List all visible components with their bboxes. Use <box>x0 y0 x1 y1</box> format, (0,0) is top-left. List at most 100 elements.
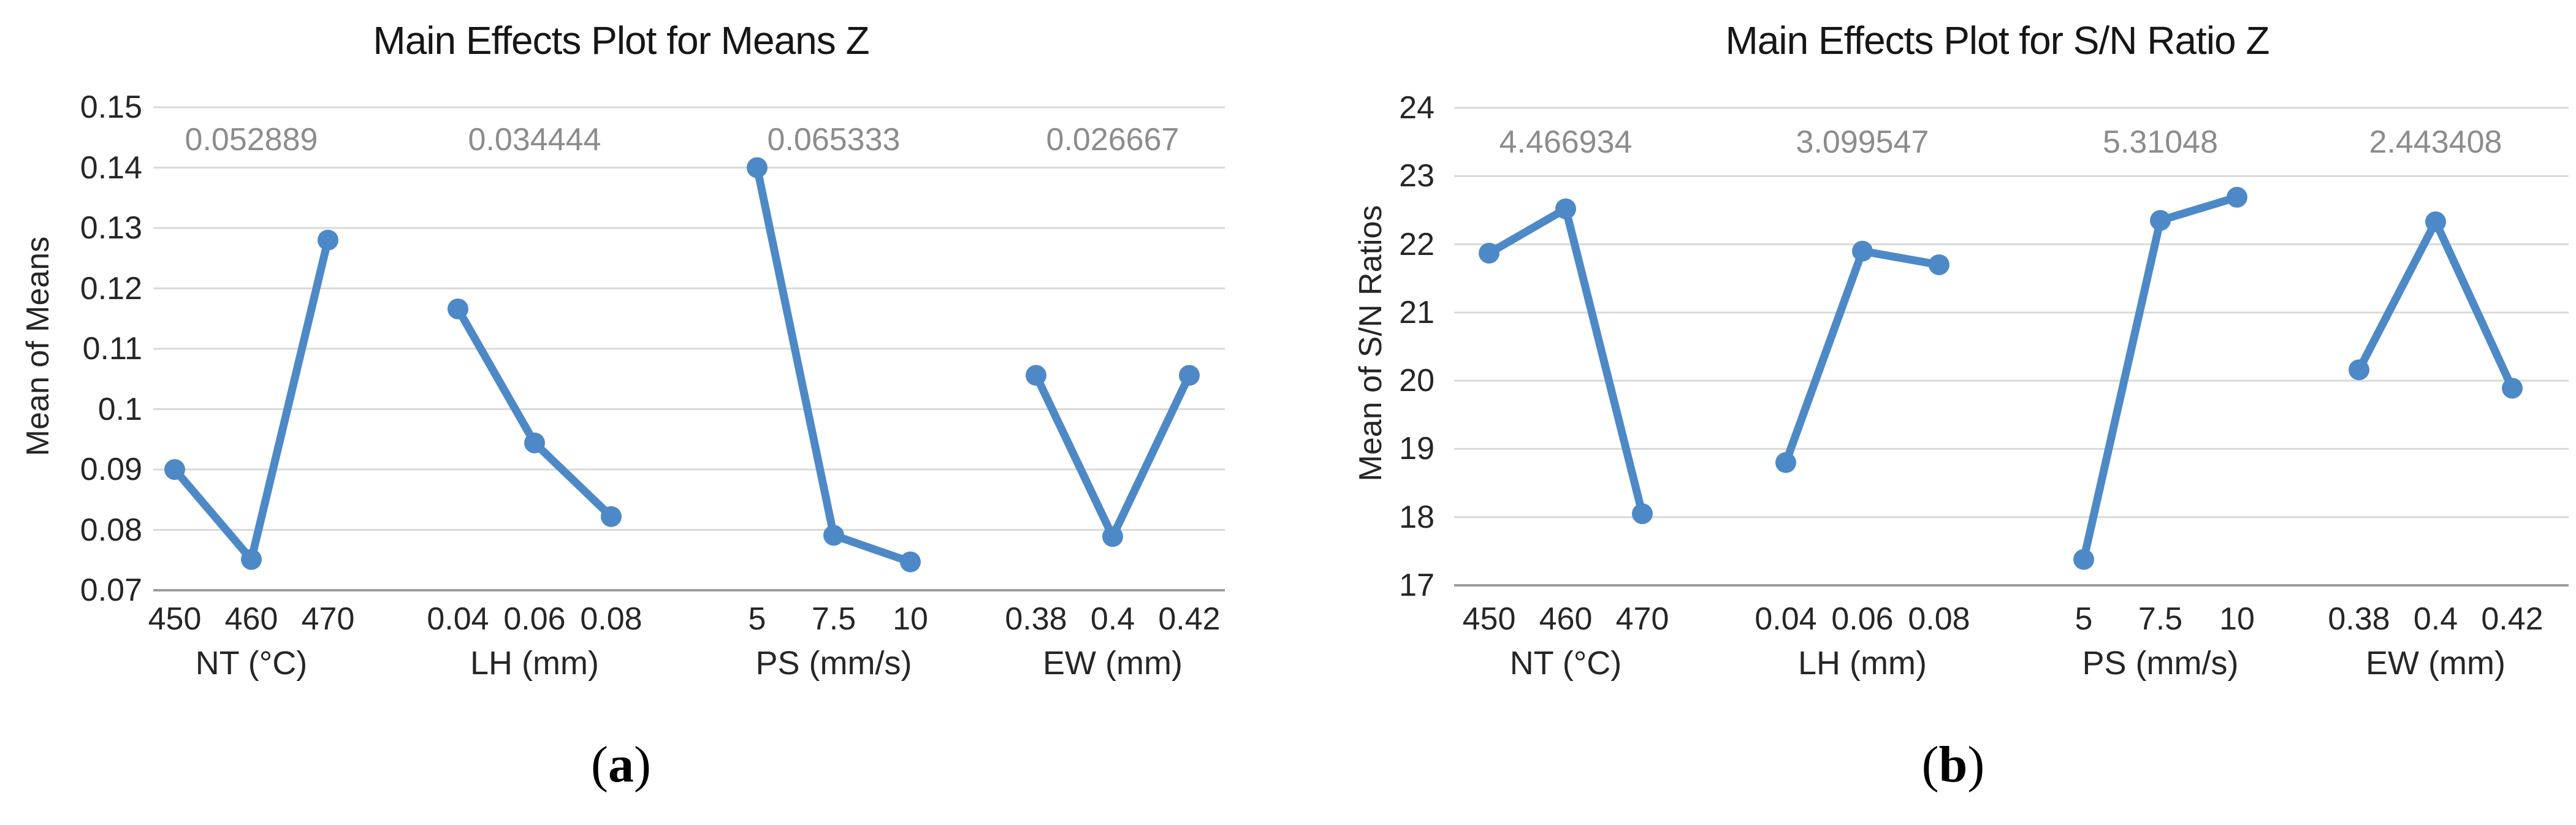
chart-1-data-point <box>1852 240 1873 262</box>
chart-1-data-point <box>1555 198 1576 219</box>
chart-0-ytick: 0.07 <box>80 572 142 608</box>
chart-1-ytick: 20 <box>1399 363 1435 399</box>
chart-1-series-line-1 <box>1781 247 1943 467</box>
chart-1-factor-label: NT (°C) <box>1509 645 1622 682</box>
chart-0-delta-label: 0.052889 <box>185 122 318 158</box>
chart-0-xtick: 0.08 <box>580 601 642 637</box>
chart-0-delta-label: 0.026667 <box>1046 122 1179 158</box>
chart-0-xtick: 0.42 <box>1158 601 1221 637</box>
chart-0-caption: (a) <box>591 739 651 791</box>
chart-0-data-point <box>1026 365 1046 386</box>
chart-0-data-point <box>524 432 545 454</box>
chart-1-xtick: 470 <box>1615 601 1669 637</box>
chart-0-data-point <box>823 525 844 546</box>
chart-1-series-line-0 <box>1485 205 1647 518</box>
chart-0-ytick: 0.11 <box>82 331 142 367</box>
chart-0-data-point <box>241 549 262 570</box>
chart-0-xtick: 450 <box>148 601 202 637</box>
chart-1-delta-label: 3.099547 <box>1796 124 1929 160</box>
chart-1-factor-label: LH (mm) <box>1798 645 1927 682</box>
chart-0-ytick: 0.12 <box>80 270 142 306</box>
chart-0-xtick: 470 <box>301 601 355 637</box>
chart-1-ytick: 23 <box>1399 158 1435 194</box>
chart-0-ytick: 0.1 <box>97 391 142 427</box>
chart-0-data-point <box>164 459 185 480</box>
chart-1-xtick: 450 <box>1462 601 1516 637</box>
chart-1-ytick: 19 <box>1399 431 1435 467</box>
chart-0-data-point <box>1102 526 1123 547</box>
chart-1-data-point <box>1632 503 1653 525</box>
chart-0-factor-label: EW (mm) <box>1043 645 1183 682</box>
chart-1-data-point <box>2227 186 2247 208</box>
chart-1-data-point <box>2349 359 2369 381</box>
chart-0-delta-label: 0.034444 <box>468 122 601 158</box>
chart-0-xtick: 10 <box>893 601 928 637</box>
chart-1-data-point <box>2502 378 2523 399</box>
caption-letter: a <box>608 736 634 793</box>
chart-1-xtick: 7.5 <box>2138 601 2183 637</box>
chart-0-series-line-3 <box>1032 371 1194 541</box>
caption-paren: ) <box>634 736 651 793</box>
chart-0-data-point <box>747 157 768 178</box>
chart-1-series-line-2 <box>2079 193 2241 564</box>
chart-1-delta-label: 4.466934 <box>1499 124 1633 160</box>
chart-0-series-line-2 <box>753 164 915 566</box>
chart-1-data-point <box>2150 210 2171 231</box>
chart-1-ytick: 22 <box>1399 226 1435 262</box>
chart-0-xtick: 460 <box>224 601 278 637</box>
chart-0-title: Main Effects Plot for Means Z <box>373 18 869 63</box>
chart-0-ytick: 0.15 <box>80 89 142 125</box>
chart-1-caption: (b) <box>1922 739 1985 791</box>
chart-0-xtick: 0.38 <box>1005 601 1067 637</box>
chart-0-ytick: 0.08 <box>80 512 142 548</box>
chart-1-xtick: 0.06 <box>1831 601 1894 637</box>
chart-1-xtick: 0.4 <box>2413 601 2458 637</box>
chart-1-data-point <box>1929 254 1949 275</box>
chart-1-factor-label: EW (mm) <box>2366 645 2506 682</box>
chart-1-xtick: 0.38 <box>2328 601 2390 637</box>
chart-1-series-line-3 <box>2355 218 2517 392</box>
chart-1-data-point <box>1775 452 1796 473</box>
chart-1-delta-label: 2.443408 <box>2369 124 2502 160</box>
chart-0-data-point <box>1179 365 1200 386</box>
chart-1-xtick: 460 <box>1539 601 1593 637</box>
chart-0-data-point <box>900 551 921 572</box>
chart-1-ytick: 21 <box>1399 294 1435 330</box>
chart-0-ytick: 0.14 <box>80 150 142 186</box>
chart-0-factor-label: PS (mm/s) <box>755 645 912 682</box>
chart-1-data-point <box>1479 243 1499 264</box>
chart-0-xtick: 5 <box>748 601 766 637</box>
chart-1-xtick: 0.04 <box>1755 601 1817 637</box>
chart-1-ytick: 18 <box>1399 499 1435 535</box>
caption-letter: b <box>1938 736 1968 793</box>
chart-0-factor-label: NT (°C) <box>195 645 308 682</box>
chart-1-data-point <box>2425 211 2446 232</box>
chart-0-xtick: 7.5 <box>811 601 856 637</box>
chart-0-factor-label: LH (mm) <box>470 645 599 682</box>
chart-1-ytick: 24 <box>1399 90 1435 126</box>
chart-1-title: Main Effects Plot for S/N Ratio Z <box>1725 18 2269 63</box>
chart-0-xtick: 0.4 <box>1090 601 1135 637</box>
chart-1-xtick: 0.08 <box>1908 601 1970 637</box>
caption-paren: ) <box>1967 736 1985 793</box>
chart-0-ytick: 0.13 <box>80 210 142 246</box>
chart-0-data-point <box>601 506 622 527</box>
chart-0-ytick: 0.09 <box>80 452 142 487</box>
chart-0-xtick: 0.06 <box>503 601 566 637</box>
caption-paren: ( <box>1921 736 1939 793</box>
chart-1-xtick: 10 <box>2219 601 2255 637</box>
chart-0-data-point <box>448 298 468 319</box>
chart-0-series-line-1 <box>454 305 615 521</box>
chart-1-xtick: 0.42 <box>2481 601 2544 637</box>
chart-1-data-point <box>2073 549 2094 570</box>
chart-1-xtick: 5 <box>2075 601 2093 637</box>
caption-paren: ( <box>591 736 608 793</box>
chart-1-delta-label: 5.31048 <box>2103 124 2218 160</box>
chart-0-xtick: 0.04 <box>427 601 489 637</box>
chart-1-ytick: 17 <box>1399 568 1435 603</box>
chart-1-y-axis-label: Mean of S/N Ratios <box>1353 205 1389 482</box>
chart-0-delta-label: 0.065333 <box>767 122 901 158</box>
chart-1-factor-label: PS (mm/s) <box>2082 645 2239 682</box>
